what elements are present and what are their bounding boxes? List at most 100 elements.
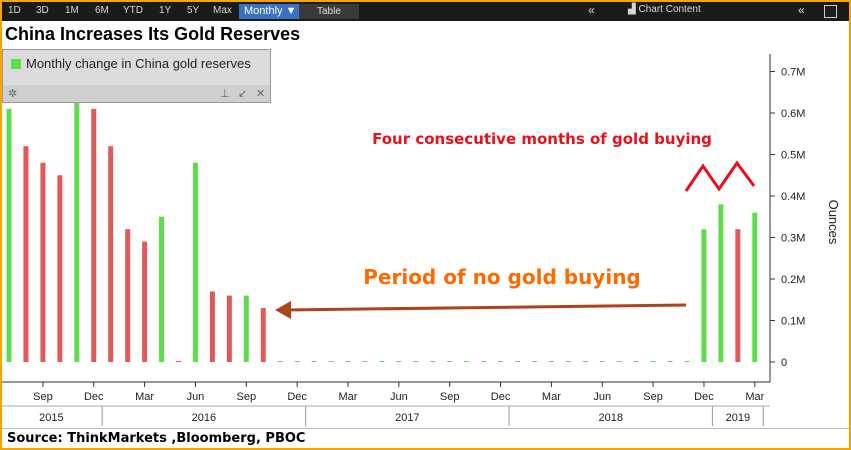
bar-2018-12	[701, 229, 707, 362]
chart-icon: ▟	[628, 4, 636, 15]
range-1d-button[interactable]: 1D	[8, 5, 21, 16]
bar-2015-12	[91, 108, 97, 362]
bar-2018-06	[599, 361, 605, 362]
chart-toolbar: 1D 3D 1M 6M YTD 1Y 5Y Max Monthly ▼ Tabl…	[2, 2, 849, 21]
bar-2016-02	[125, 229, 131, 362]
arrow-head	[275, 301, 291, 319]
annotation-no-buying: Period of no gold buying	[363, 265, 641, 289]
x-tick-label: Mar	[542, 391, 561, 403]
bar-2018-03	[548, 361, 554, 362]
range-ytd-button[interactable]: YTD	[123, 5, 143, 16]
bar-2017-04	[362, 361, 368, 362]
x-tick-label: Mar	[135, 391, 154, 403]
x-tick-label: Jun	[593, 391, 611, 403]
legend-panel[interactable]: Monthly change in China gold reserves ✲ …	[2, 49, 271, 103]
axes-layer: 0 0.1M 0.2M 0.3M 0.4M 0.5M 0.6M 0.7M Ounces Sep De…	[2, 54, 841, 426]
bar-2017-01	[311, 361, 317, 362]
range-3d-button[interactable]: 3D	[36, 5, 49, 16]
bar-2019-02	[735, 229, 741, 362]
pin-icon[interactable]: ⊥	[220, 88, 230, 100]
y-axis-label: Ounces	[826, 200, 841, 245]
bar-2015-09	[40, 162, 46, 362]
x-tick-label: Sep	[643, 391, 663, 403]
annotation-consecutive-buying: Four consecutive months of gold buying	[372, 130, 712, 148]
bar-2018-04	[565, 361, 571, 362]
close-icon[interactable]: ✕	[256, 88, 266, 100]
range-1y-button[interactable]: 1Y	[159, 5, 172, 16]
bar-2017-10	[464, 361, 470, 362]
source-note: Source: ThinkMarkets ,Bloomberg, PBOC	[7, 431, 306, 446]
bar-2016-03	[142, 241, 148, 362]
bar-2015-11	[74, 83, 80, 362]
bar-2017-09	[447, 361, 453, 362]
x-tick-label: Mar	[745, 391, 764, 403]
bars-layer	[6, 83, 758, 362]
x-tick-label: Sep	[33, 391, 53, 403]
chart-plot: 0 0.1M 0.2M 0.3M 0.4M 0.5M 0.6M 0.7M Ounces Sep De…	[2, 54, 841, 426]
x-tick-label: Sep	[237, 391, 257, 403]
bar-2018-09	[650, 361, 656, 362]
bar-2016-12	[294, 361, 300, 362]
x-tick-label: Jun	[187, 391, 205, 403]
bar-2017-03	[345, 361, 351, 362]
expand-icon[interactable]	[824, 5, 837, 18]
range-max-button[interactable]: Max	[213, 5, 232, 16]
double-chevron-left-icon[interactable]: «	[588, 3, 595, 17]
annotations-layer: Four consecutive months of gold buying P…	[275, 130, 756, 319]
x-tick-label: Dec	[287, 391, 307, 403]
bar-2016-06	[192, 162, 198, 362]
period-select[interactable]: Monthly ▼	[239, 4, 302, 19]
bar-2017-02	[328, 361, 334, 362]
bar-2019-01	[718, 204, 724, 362]
bar-2016-07	[209, 291, 215, 362]
bar-2018-11	[684, 361, 690, 362]
bar-2018-02	[531, 361, 537, 362]
chart-content-button[interactable]: ▟ Chart Content	[628, 4, 701, 15]
x-tick-label: Mar	[339, 391, 358, 403]
bar-2015-10	[57, 175, 63, 362]
year-label: 2016	[192, 412, 216, 424]
bar-2016-11	[277, 361, 283, 362]
chart-content-label: Chart Content	[638, 4, 701, 15]
bar-2016-04	[159, 216, 165, 362]
bar-2016-08	[226, 295, 232, 362]
y-tick-label: 0.4M	[781, 191, 805, 203]
bar-2017-06	[396, 361, 402, 362]
table-button[interactable]: Table	[299, 4, 359, 19]
gear-icon[interactable]: ✲	[8, 88, 18, 100]
footer: Source: ThinkMarkets ,Bloomberg, PBOC	[2, 428, 849, 448]
chart-title: China Increases Its Gold Reserves	[5, 24, 301, 44]
arrow-shaft	[285, 303, 687, 312]
bar-2018-08	[633, 361, 639, 362]
year-label: 2015	[39, 412, 63, 424]
y-tick-label: 0	[781, 357, 787, 369]
legend-label: Monthly change in China gold reserves	[26, 56, 251, 71]
y-tick-label: 0.6M	[781, 108, 805, 120]
bar-2018-01	[515, 361, 520, 362]
bar-2017-05	[379, 361, 385, 362]
bar-2016-01	[108, 146, 114, 362]
bar-2018-05	[582, 361, 588, 362]
year-label: 2018	[598, 412, 622, 424]
bar-2017-08	[430, 361, 436, 362]
range-6m-button[interactable]: 6M	[95, 5, 109, 16]
year-label: 2017	[395, 412, 419, 424]
y-tick-label: 0.5M	[781, 150, 805, 162]
bar-2017-11	[481, 361, 487, 362]
bar-2016-09	[243, 295, 249, 362]
range-1m-button[interactable]: 1M	[65, 5, 79, 16]
legend-swatch	[11, 59, 21, 69]
x-tick-label: Jun	[390, 391, 408, 403]
bar-2016-10	[260, 308, 266, 362]
popout-icon[interactable]: ↙	[238, 88, 248, 100]
zigzag-marker	[684, 160, 756, 192]
bar-2017-07	[413, 361, 419, 362]
legend-toolbar: ✲ ⊥ ↙ ✕	[3, 85, 270, 102]
expand-left-icon[interactable]: «	[798, 3, 805, 17]
range-5y-button[interactable]: 5Y	[187, 5, 200, 16]
x-tick-label: Sep	[440, 391, 460, 403]
y-tick-label: 0.3M	[781, 233, 805, 245]
y-tick-label: 0.1M	[781, 316, 805, 328]
bar-2015-08	[23, 146, 29, 362]
